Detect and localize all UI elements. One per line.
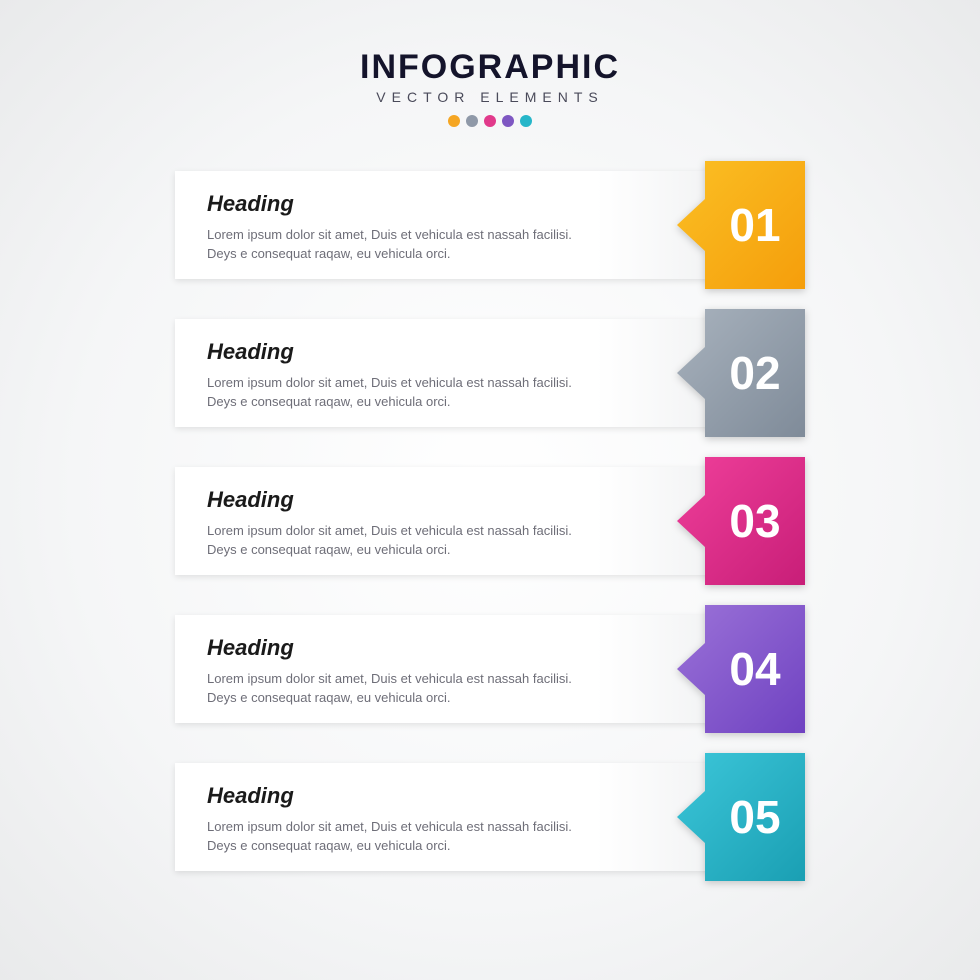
palette-dot bbox=[466, 115, 478, 127]
number-badge bbox=[677, 753, 805, 881]
item-card: Heading Lorem ipsum dolor sit amet, Duis … bbox=[175, 615, 715, 723]
item-card: Heading Lorem ipsum dolor sit amet, Duis … bbox=[175, 171, 715, 279]
list-item: Heading Lorem ipsum dolor sit amet, Duis … bbox=[175, 457, 805, 585]
item-card: Heading Lorem ipsum dolor sit amet, Duis … bbox=[175, 319, 715, 427]
palette-dots bbox=[360, 115, 620, 127]
list-item: Heading Lorem ipsum dolor sit amet, Duis … bbox=[175, 753, 805, 881]
item-heading: Heading bbox=[207, 487, 600, 513]
number-badge bbox=[677, 161, 805, 289]
number-badge bbox=[677, 605, 805, 733]
item-body: Lorem ipsum dolor sit amet, Duis et vehi… bbox=[207, 373, 600, 412]
palette-dot bbox=[484, 115, 496, 127]
number-badge bbox=[677, 457, 805, 585]
item-heading: Heading bbox=[207, 339, 600, 365]
item-heading: Heading bbox=[207, 783, 600, 809]
item-heading: Heading bbox=[207, 191, 600, 217]
list-item: Heading Lorem ipsum dolor sit amet, Duis … bbox=[175, 161, 805, 289]
palette-dot bbox=[448, 115, 460, 127]
item-card: Heading Lorem ipsum dolor sit amet, Duis … bbox=[175, 467, 715, 575]
number-badge bbox=[677, 309, 805, 437]
item-heading: Heading bbox=[207, 635, 600, 661]
infographic-list: Heading Lorem ipsum dolor sit amet, Duis … bbox=[175, 161, 805, 881]
page-title: INFOGRAPHIC bbox=[360, 48, 620, 87]
item-body: Lorem ipsum dolor sit amet, Duis et vehi… bbox=[207, 225, 600, 264]
item-body: Lorem ipsum dolor sit amet, Duis et vehi… bbox=[207, 817, 600, 856]
item-card: Heading Lorem ipsum dolor sit amet, Duis … bbox=[175, 763, 715, 871]
header: INFOGRAPHIC VECTOR ELEMENTS bbox=[360, 48, 620, 127]
item-body: Lorem ipsum dolor sit amet, Duis et vehi… bbox=[207, 521, 600, 560]
palette-dot bbox=[520, 115, 532, 127]
list-item: Heading Lorem ipsum dolor sit amet, Duis … bbox=[175, 605, 805, 733]
palette-dot bbox=[502, 115, 514, 127]
list-item: Heading Lorem ipsum dolor sit amet, Duis … bbox=[175, 309, 805, 437]
page-subtitle: VECTOR ELEMENTS bbox=[360, 89, 620, 105]
item-body: Lorem ipsum dolor sit amet, Duis et vehi… bbox=[207, 669, 600, 708]
